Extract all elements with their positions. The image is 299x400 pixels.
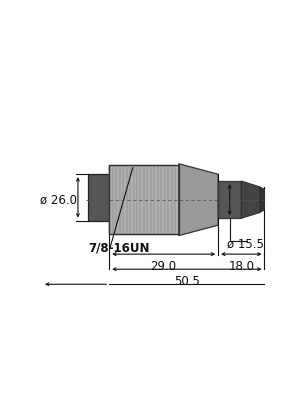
Text: ø 15.5: ø 15.5 (227, 237, 264, 250)
Text: 29.0: 29.0 (151, 260, 177, 273)
Polygon shape (179, 164, 218, 236)
Polygon shape (241, 181, 260, 218)
Text: 18.0: 18.0 (228, 260, 254, 273)
Bar (89, 174, 109, 220)
Bar (109, 165, 179, 234)
Bar (109, 165, 179, 234)
Bar (218, 181, 241, 218)
Text: 50.5: 50.5 (174, 275, 200, 288)
Text: 7/8-16UN: 7/8-16UN (89, 242, 150, 255)
Polygon shape (260, 187, 265, 212)
Text: ø 26.0: ø 26.0 (40, 193, 77, 206)
